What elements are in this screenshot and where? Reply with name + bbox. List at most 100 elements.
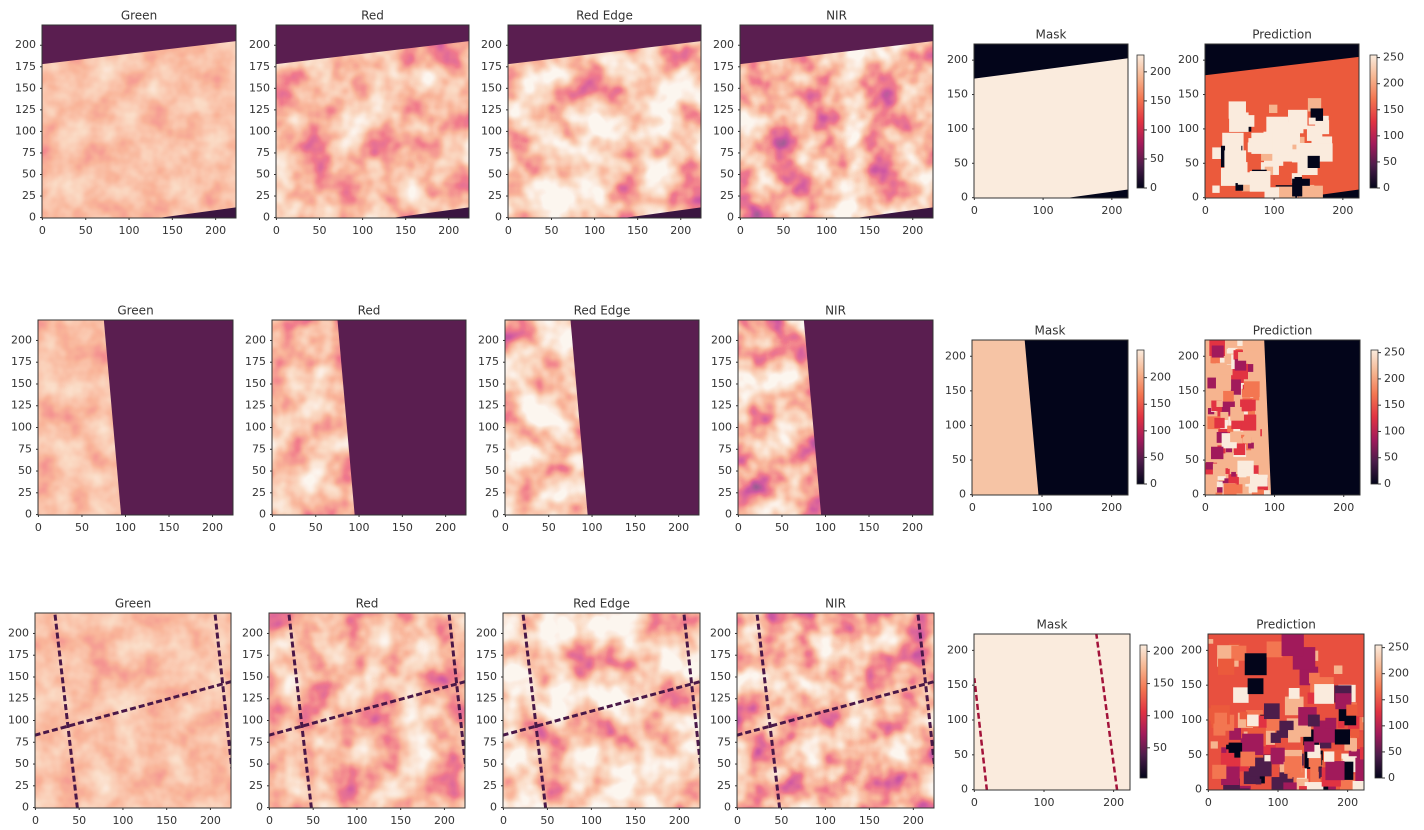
panel: Red 0 50 100 150 200 0 25 50 75 100 125 150 175 200: [249, 9, 470, 237]
colorbar-tick-label: 200: [1150, 65, 1171, 78]
pred-block: [1233, 443, 1246, 455]
pred-block: [1240, 414, 1257, 431]
x-tick-label: 50: [540, 814, 554, 827]
pred-block: [1351, 746, 1357, 752]
axes-frame: [973, 633, 1131, 791]
pred-block: [1222, 175, 1232, 185]
x-tick-label: 100: [115, 521, 136, 534]
panel-title: NIR: [826, 9, 847, 23]
no-data-region: [623, 207, 701, 218]
x-tick-label: 50: [75, 521, 89, 534]
panel: Prediction 0 100 200 0 50 100 150 200 0 50 100 150 20…: [1181, 618, 1409, 810]
y-tick-label: 50: [952, 453, 966, 466]
x-tick-label: 150: [625, 521, 646, 534]
x-tick-label: 0: [32, 814, 39, 827]
x-tick-label: 200: [205, 224, 226, 237]
no-data-region: [158, 207, 236, 218]
pred-block: [1231, 471, 1236, 477]
pred-block: [1205, 462, 1214, 470]
pred-block: [1287, 773, 1293, 779]
image: [42, 25, 236, 218]
y-tick-label: 150: [1178, 88, 1199, 101]
seam-line: [682, 613, 700, 773]
pred-block: [1211, 345, 1224, 358]
panel-title: Prediction: [1253, 324, 1313, 338]
pred-block: [1296, 778, 1309, 790]
pred-block: [1337, 721, 1345, 728]
colorbar-tick-label: 50: [1153, 741, 1167, 754]
y-tick-label: 125: [711, 399, 732, 412]
colorbar-tick-label: 250: [1383, 51, 1404, 64]
pred-block: [1210, 741, 1218, 749]
x-tick-label: 200: [435, 521, 456, 534]
x-tick-label: 50: [79, 224, 93, 237]
y-tick-label: 100: [478, 421, 499, 434]
pred-block: [1346, 704, 1358, 716]
y-tick-label: 100: [476, 714, 497, 727]
x-tick-label: 50: [313, 224, 327, 237]
y-tick-label: 175: [15, 60, 36, 73]
y-tick-label: 25: [252, 486, 266, 499]
y-tick-label: 150: [1181, 678, 1202, 691]
x-tick-label: 150: [156, 814, 177, 827]
y-tick-label: 50: [1188, 748, 1202, 761]
axes-frame: [502, 612, 701, 809]
x-tick-label: 150: [159, 521, 180, 534]
y-tick-label: 150: [476, 670, 497, 683]
colorbar-tick-label: 0: [1388, 771, 1395, 784]
pred-block: [1228, 474, 1239, 485]
panel: Red 0 50 100 150 200 0 25 50 75 100 125 150 175 200: [245, 304, 467, 534]
y-tick-label: 100: [249, 124, 270, 137]
colorbar: [1139, 644, 1148, 779]
y-tick-label: 50: [249, 757, 263, 770]
y-tick-label: 75: [256, 146, 270, 159]
y-tick-label: 0: [29, 211, 36, 224]
x-tick-label: 150: [859, 224, 880, 237]
y-tick-label: 0: [727, 211, 734, 224]
pred-block: [1307, 692, 1319, 704]
axes-frame: [41, 24, 237, 219]
y-tick-label: 200: [478, 333, 499, 346]
axes-frame: [1204, 43, 1360, 199]
y-tick-label: 200: [711, 333, 732, 346]
colorbar: [1136, 54, 1145, 189]
x-tick-label: 200: [1101, 204, 1122, 217]
image: [972, 340, 1128, 495]
y-tick-label: 0: [490, 801, 497, 814]
x-tick-label: 100: [352, 224, 373, 237]
y-tick-label: 100: [710, 714, 731, 727]
pred-block: [1239, 711, 1248, 720]
x-tick-label: 200: [902, 521, 923, 534]
pred-block: [1362, 717, 1364, 723]
colorbar-tick-label: 100: [1153, 709, 1174, 722]
pred-block: [1207, 408, 1215, 415]
y-tick-label: 75: [15, 735, 29, 748]
pred-block: [1212, 185, 1220, 193]
pred-block: [1307, 714, 1320, 727]
y-tick-label: 25: [717, 779, 731, 792]
pred-block: [1288, 128, 1300, 140]
x-tick-label: 100: [1267, 796, 1288, 809]
panel: Red Edge 0 50 100 150 200 0 25 50 75 100 125 150 175 2…: [478, 304, 700, 534]
y-tick-label: 0: [495, 211, 502, 224]
pred-block: [1264, 166, 1274, 176]
colorbar-tick-label: 0: [1383, 181, 1390, 194]
y-tick-label: 50: [720, 167, 734, 180]
axes-frame: [275, 24, 470, 219]
y-tick-label: 0: [492, 508, 499, 521]
pred-block: [1231, 645, 1247, 661]
axes-frame: [268, 612, 466, 809]
y-tick-label: 0: [263, 211, 270, 224]
panel-title: Mask: [1035, 324, 1066, 338]
pred-block: [1308, 117, 1316, 125]
y-tick-label: 75: [488, 146, 502, 159]
panel-title: Red Edge: [576, 9, 633, 23]
y-tick-label: 200: [1178, 349, 1199, 362]
pred-block: [1359, 716, 1364, 731]
y-tick-label: 75: [22, 146, 36, 159]
x-tick-label: 100: [1033, 204, 1054, 217]
axes-frame: [37, 319, 234, 516]
pred-block: [1229, 112, 1249, 132]
pred-block: [1212, 463, 1226, 477]
image: [740, 25, 933, 218]
